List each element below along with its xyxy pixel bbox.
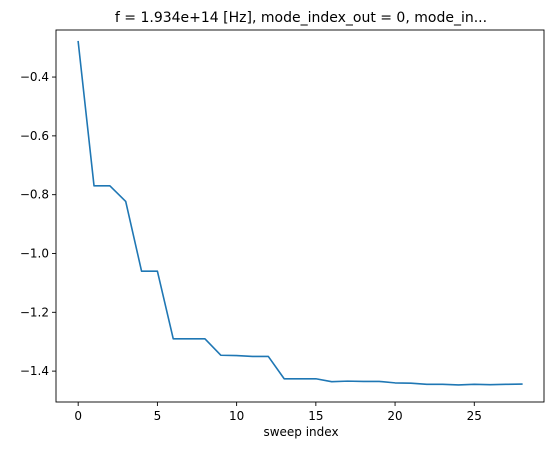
x-tick-label: 5 [154,409,162,423]
chart-title: f = 1.934e+14 [Hz], mode_index_out = 0, … [115,10,487,26]
y-tick-label: −0.6 [20,129,49,143]
x-axis-label: sweep index [263,425,338,439]
x-tick-label: 25 [467,409,482,423]
axes-frame [55,29,545,403]
x-tick-label: 10 [229,409,244,423]
plot-area [55,29,545,403]
x-tick-label: 0 [74,409,82,423]
series-layer [77,40,523,386]
y-axis-ticks: −0.4 −0.6 −0.8 −1.0 −1.2 −1.4 [20,70,56,378]
x-tick-label: 20 [387,409,402,423]
y-tick-label: −1.0 [20,246,49,260]
x-tick-label: 15 [308,409,323,423]
x-axis-ticks: 0 5 10 15 20 25 [74,402,482,423]
y-tick-label: −1.4 [20,364,49,378]
y-tick-label: −0.8 [20,188,49,202]
series-line-0 [77,40,523,386]
y-tick-label: −1.2 [20,305,49,319]
y-tick-label: −0.4 [20,70,49,84]
